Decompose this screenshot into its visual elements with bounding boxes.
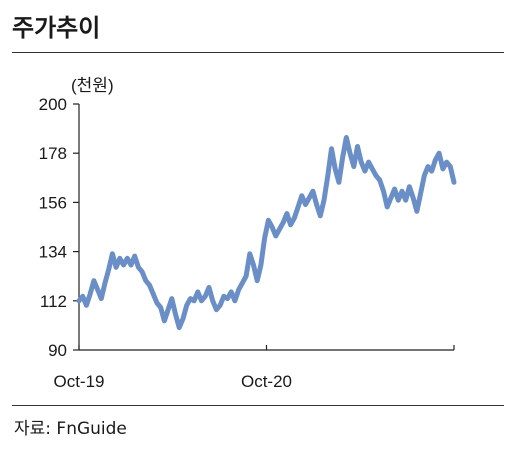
stock-price-chart: 90 112 134 156 178 200 Oct-19 Oct-20 (천원) [39, 76, 457, 391]
x-tick-label: Oct-20 [241, 372, 292, 391]
source-divider [12, 405, 504, 406]
price-series-line [76, 135, 457, 331]
title-divider [12, 52, 504, 53]
y-tick-label: 112 [40, 292, 67, 311]
y-tick-label: 200 [39, 95, 67, 114]
y-tick-label: 178 [39, 144, 67, 163]
x-axis: Oct-19 Oct-20 [53, 345, 455, 391]
unit-label: (천원) [71, 76, 114, 95]
page-title: 주가추이 [12, 14, 101, 42]
y-tick-label: 134 [39, 243, 67, 262]
source-note: 자료: FnGuide [14, 419, 127, 439]
y-tick-label: 90 [48, 341, 67, 360]
y-tick-label: 156 [39, 193, 67, 212]
x-tick-label: Oct-19 [53, 372, 104, 391]
y-axis: 90 112 134 156 178 200 [39, 95, 80, 360]
